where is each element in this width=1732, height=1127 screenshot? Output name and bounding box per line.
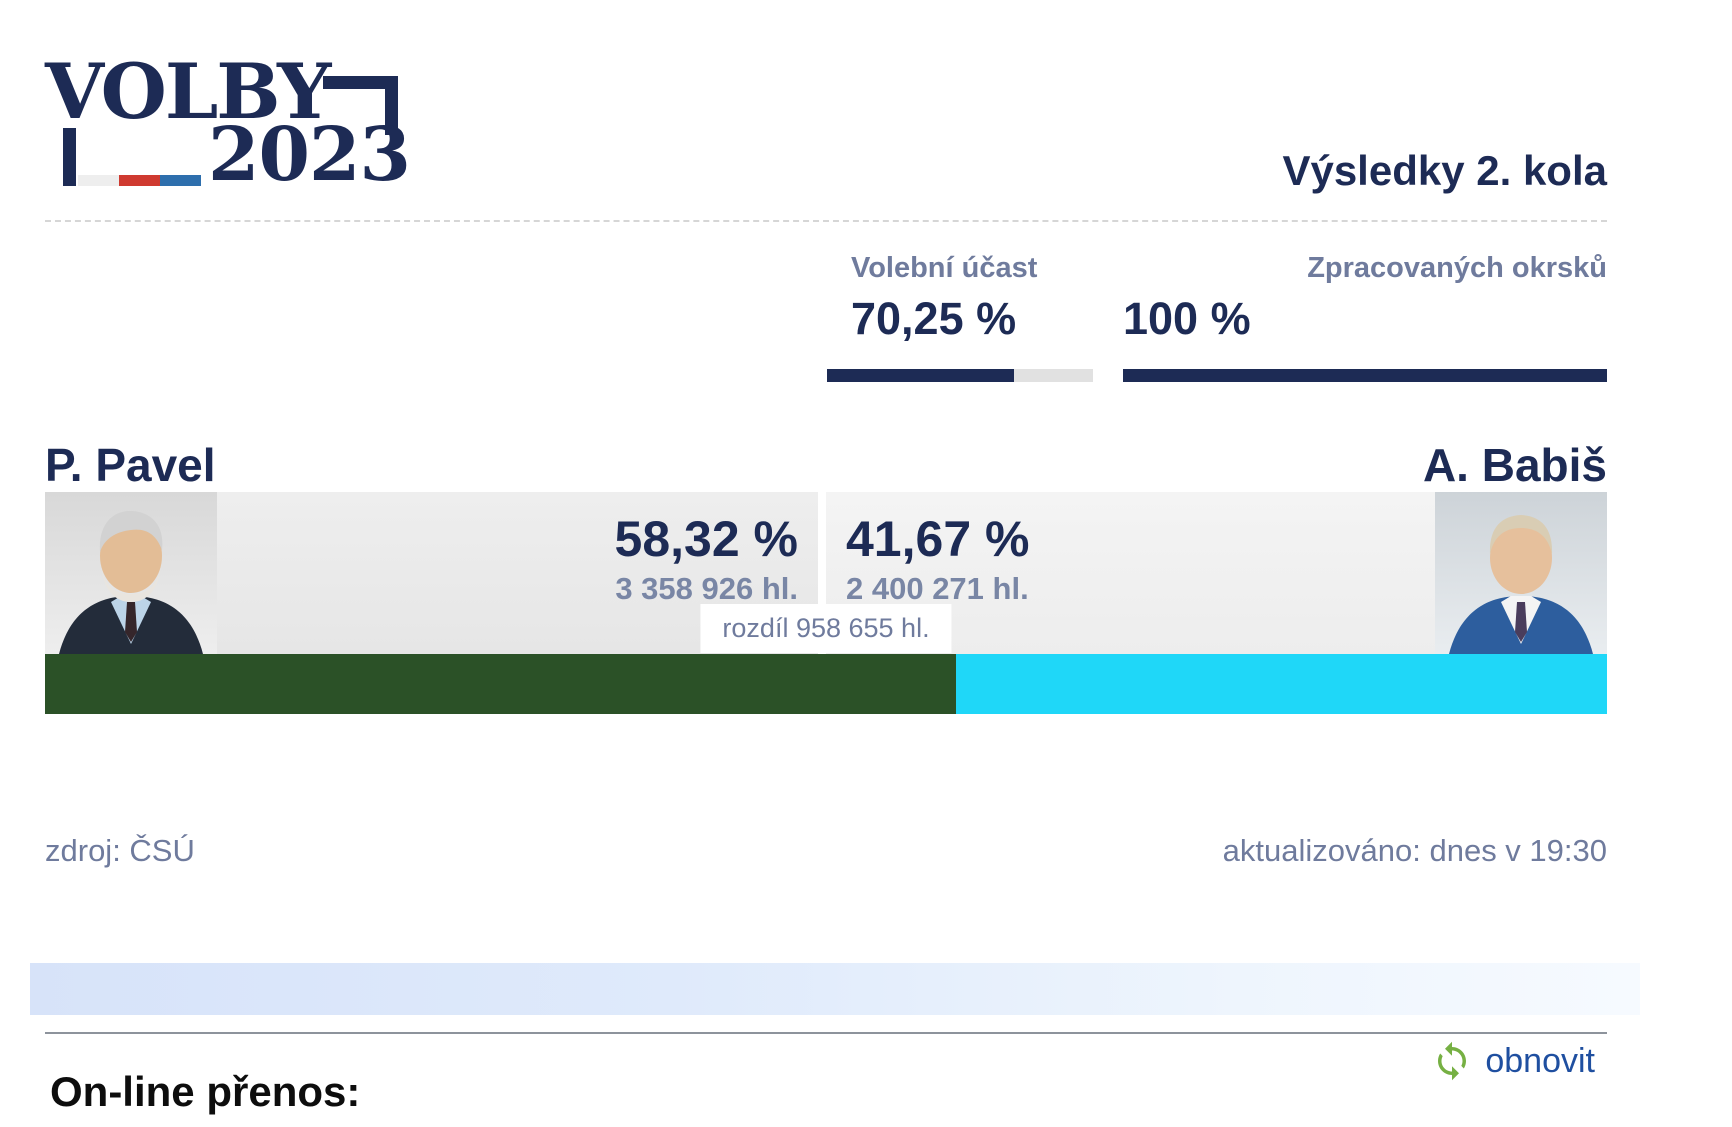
- logo-bracket-shape: [323, 76, 398, 135]
- decorative-blue-band: [30, 963, 1640, 1015]
- vote-difference-chip: rozdíl 958 655 hl.: [700, 604, 952, 653]
- flag-white-segment: [78, 175, 119, 186]
- refresh-link[interactable]: obnovit: [1431, 1040, 1595, 1082]
- precincts-progress-fill: [1123, 369, 1607, 382]
- online-broadcast-heading: On-line přenos:: [50, 1068, 361, 1115]
- turnout-label: Volební účast: [851, 252, 1038, 284]
- turnout-stat: Volební účast 70,25 %: [827, 252, 1093, 382]
- turnout-value: 70,25 %: [851, 293, 1017, 344]
- result-panel-babis: 41,67 % 2 400 271 hl.: [826, 492, 1435, 654]
- pavel-portrait-illustration: [45, 492, 217, 654]
- pavel-votes: 3 358 926 hl.: [615, 571, 798, 606]
- page-title: Výsledky 2. kola: [1282, 147, 1607, 194]
- pavel-bar-segment: [45, 654, 956, 714]
- candidate-name-babis: A. Babiš: [1422, 439, 1607, 491]
- data-source-label: zdroj: ČSÚ: [45, 833, 195, 868]
- volby-2023-logo: VOLBY 2023: [45, 54, 411, 193]
- results-block: 58,32 % 3 358 926 hl. 41,67 % 2 400 271 …: [45, 492, 1607, 714]
- turnout-progressbar: [827, 369, 1093, 382]
- result-colorbar: [45, 654, 1607, 714]
- logo-vertical-bar: [63, 128, 76, 186]
- candidate-photo-pavel: [45, 492, 217, 654]
- precincts-label: Zpracovaných okrsků: [1307, 252, 1607, 284]
- precincts-stat: Zpracovaných okrsků 100 %: [1123, 252, 1607, 382]
- candidate-photo-babis: [1435, 492, 1607, 654]
- babis-portrait-illustration: [1435, 492, 1607, 654]
- header-divider: [45, 220, 1607, 222]
- refresh-label[interactable]: obnovit: [1485, 1041, 1595, 1080]
- precincts-progressbar: [1123, 369, 1607, 382]
- babis-percent: 41,67 %: [846, 511, 1030, 567]
- babis-bar-segment: [955, 654, 1607, 714]
- logo-word: VOLBY: [45, 47, 331, 136]
- last-updated-label: aktualizováno: dnes v 19:30: [1222, 833, 1607, 868]
- pavel-percent: 58,32 %: [614, 511, 798, 567]
- candidate-name-pavel: P. Pavel: [45, 439, 216, 491]
- refresh-icon[interactable]: [1431, 1040, 1473, 1082]
- precincts-value: 100 %: [1123, 293, 1251, 344]
- flag-blue-segment: [160, 175, 201, 186]
- turnout-progress-fill: [827, 369, 1014, 382]
- babis-votes: 2 400 271 hl.: [846, 571, 1029, 606]
- czech-flag-strip: [78, 175, 201, 186]
- logo-year: 2023: [208, 112, 411, 198]
- flag-red-segment: [119, 175, 160, 186]
- online-section-divider: [45, 1032, 1607, 1034]
